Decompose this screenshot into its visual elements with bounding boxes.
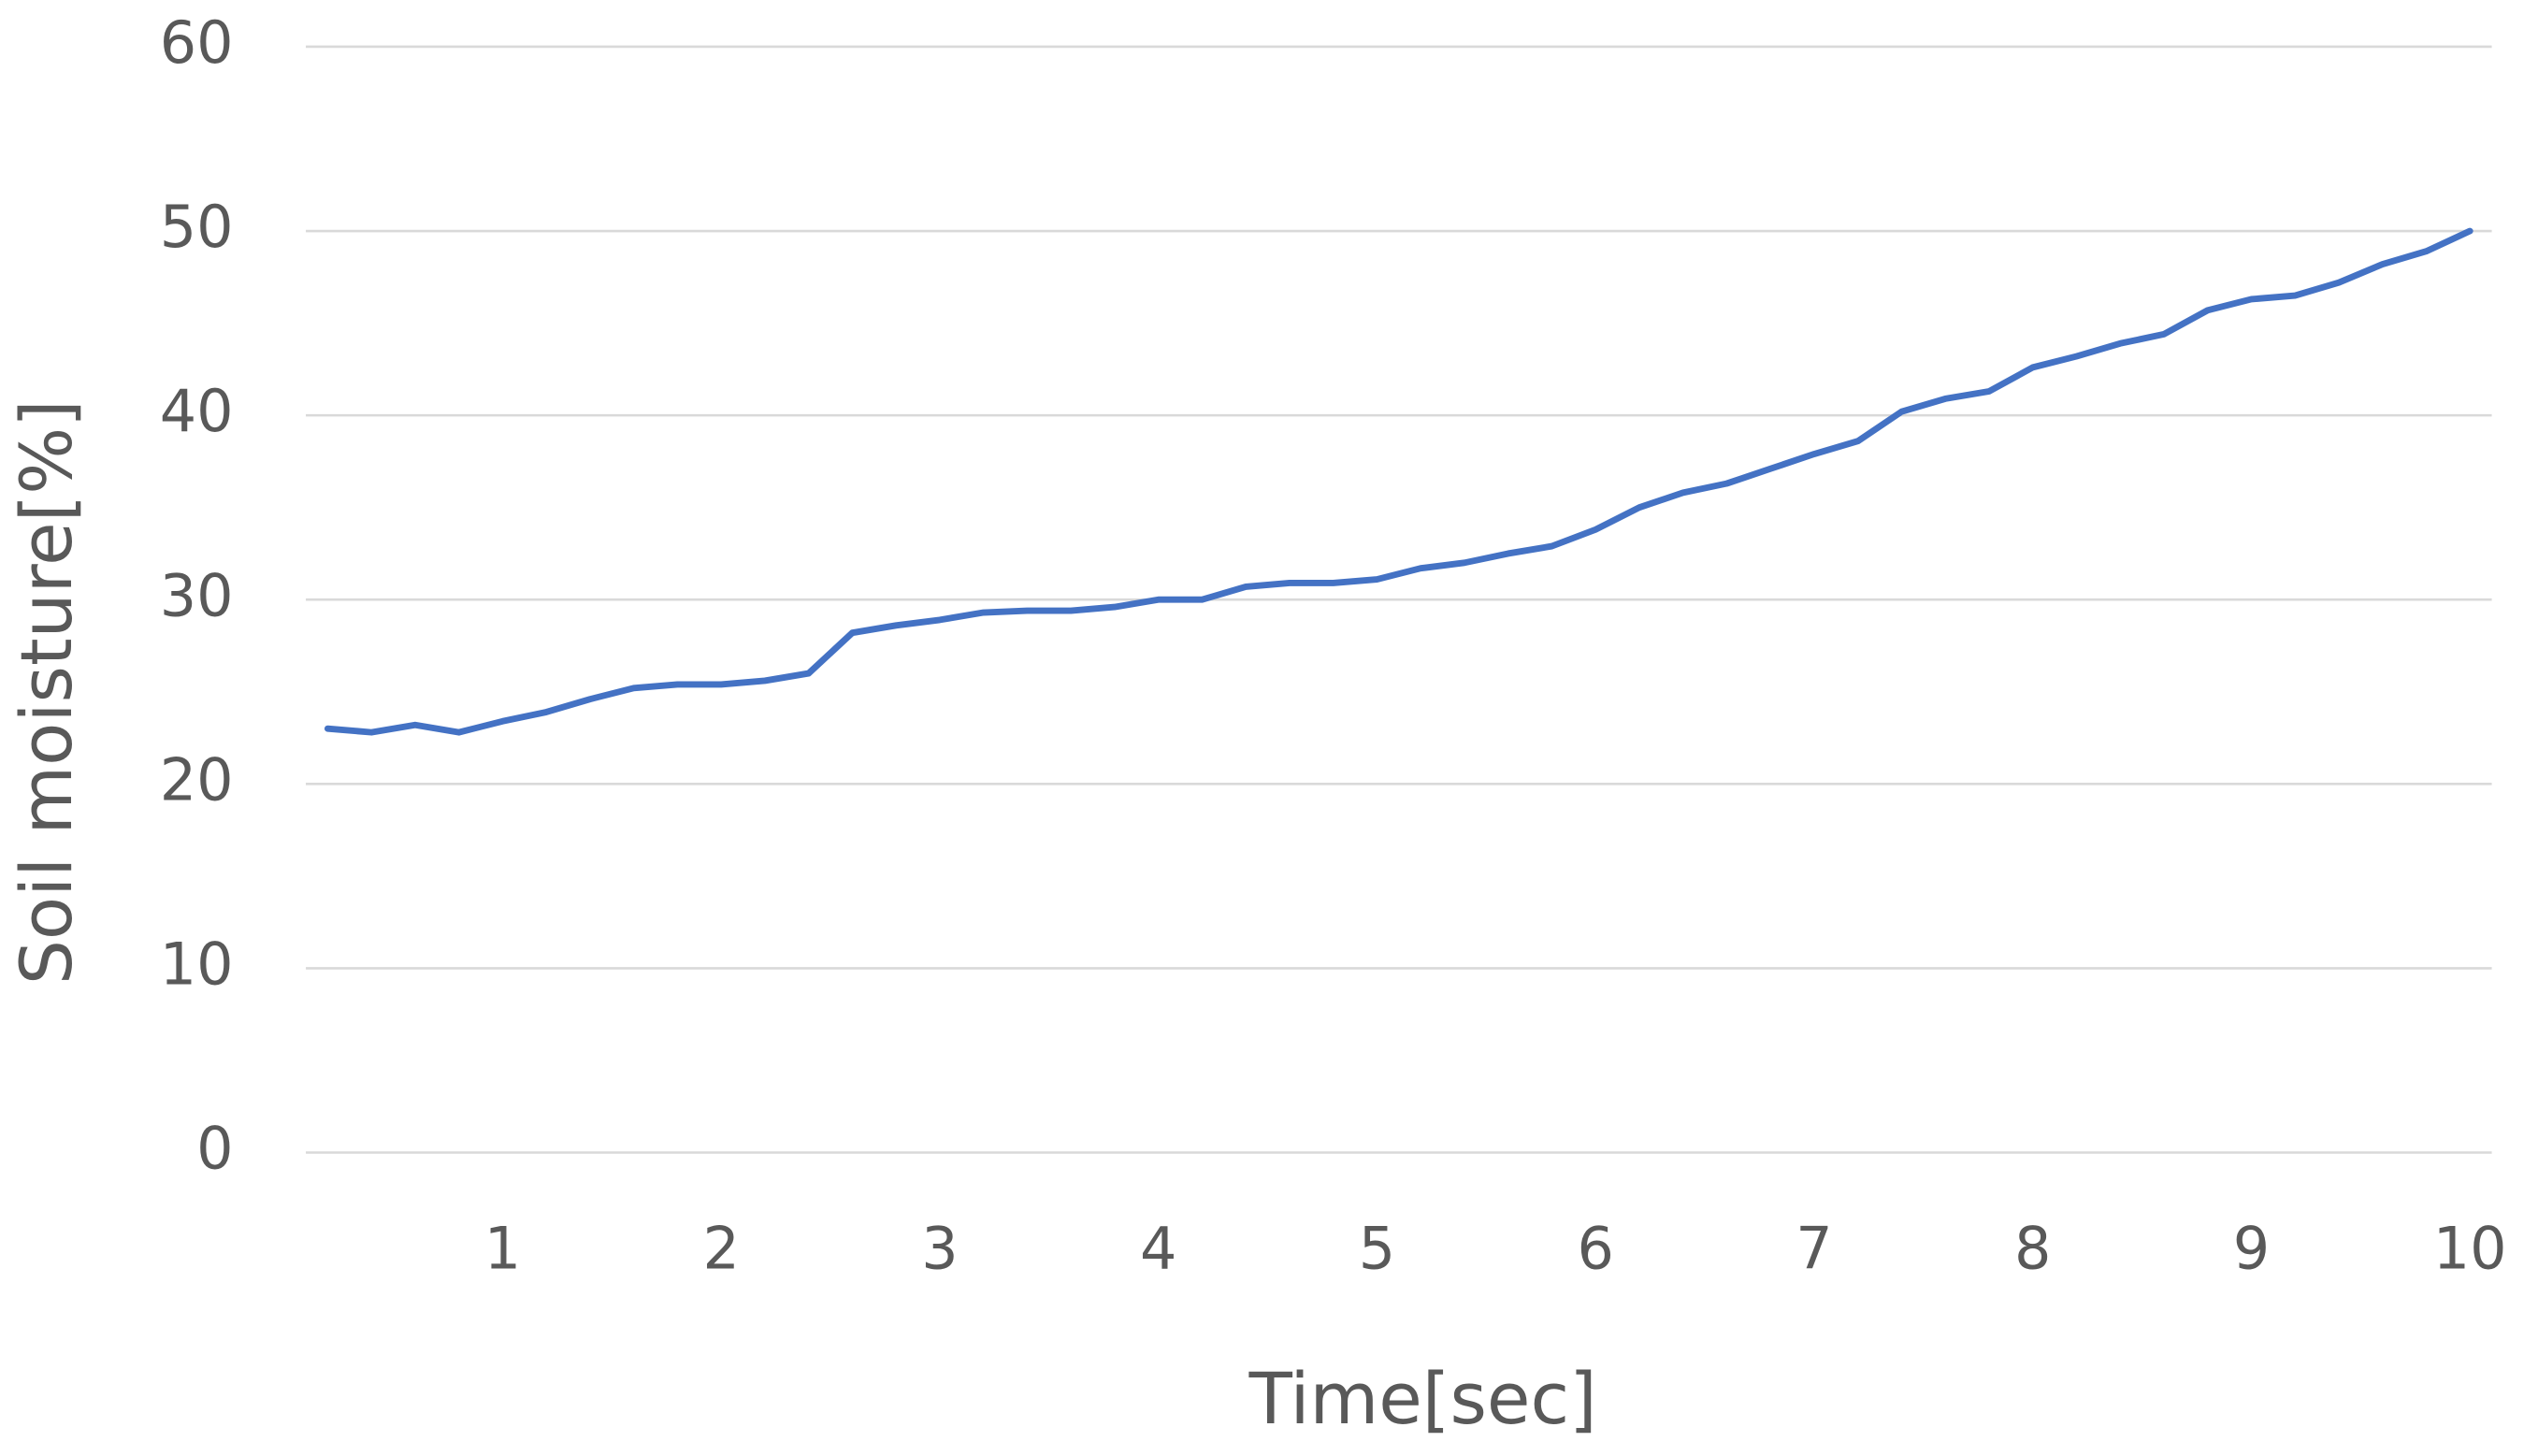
data-line [324,227,2474,736]
x-tick-label: 8 [2014,1214,2051,1282]
y-tick-label: 20 [160,745,234,814]
y-tick-label: 50 [160,193,234,261]
y-tick-label: 0 [196,1115,233,1183]
y-tick-label: 60 [160,8,234,77]
y-tick-label: 30 [160,561,234,629]
y-axis-title: Soil moisture[%] [6,399,88,985]
x-tick-label: 6 [1577,1214,1613,1282]
x-axis-title: Time[sec] [1248,1358,1597,1440]
x-tick-label: 7 [1796,1214,1832,1282]
x-tick-label: 9 [2233,1214,2270,1282]
x-tick-label: 10 [2433,1214,2507,1282]
y-tick-label: 10 [160,930,234,998]
x-tick-label: 5 [1359,1214,1395,1282]
x-tick-label: 4 [1140,1214,1176,1282]
x-tick-label: 2 [702,1214,739,1282]
x-tick-label: 3 [921,1214,958,1282]
y-tick-label: 40 [160,377,234,445]
x-tick-label: 1 [484,1214,521,1282]
